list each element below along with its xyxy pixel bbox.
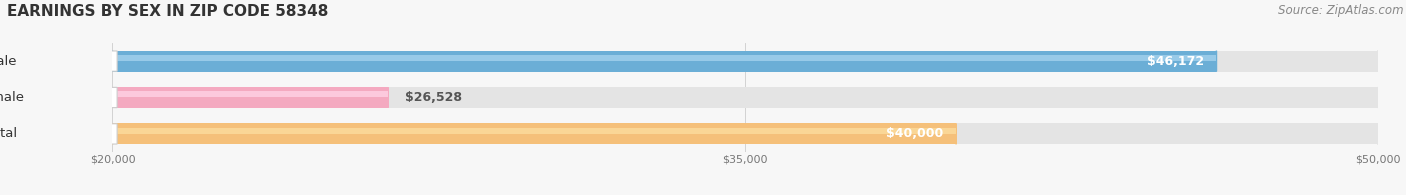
Text: $40,000: $40,000 bbox=[886, 127, 943, 140]
Text: $46,172: $46,172 bbox=[1147, 55, 1204, 68]
Bar bbox=[112, 55, 1216, 61]
FancyBboxPatch shape bbox=[0, 124, 117, 144]
Text: EARNINGS BY SEX IN ZIP CODE 58348: EARNINGS BY SEX IN ZIP CODE 58348 bbox=[7, 4, 329, 19]
Text: Total: Total bbox=[0, 127, 17, 140]
Bar bbox=[112, 51, 1378, 72]
Bar bbox=[112, 51, 1216, 72]
Bar bbox=[112, 87, 388, 108]
Bar bbox=[112, 123, 956, 144]
Text: $26,528: $26,528 bbox=[405, 91, 461, 104]
Bar bbox=[112, 87, 1378, 108]
Text: Female: Female bbox=[0, 91, 25, 104]
Bar bbox=[112, 91, 388, 97]
Bar bbox=[112, 128, 956, 134]
Text: Male: Male bbox=[0, 55, 17, 68]
Bar bbox=[112, 123, 1378, 144]
FancyBboxPatch shape bbox=[0, 51, 117, 71]
Text: Source: ZipAtlas.com: Source: ZipAtlas.com bbox=[1278, 4, 1403, 17]
FancyBboxPatch shape bbox=[0, 87, 117, 108]
